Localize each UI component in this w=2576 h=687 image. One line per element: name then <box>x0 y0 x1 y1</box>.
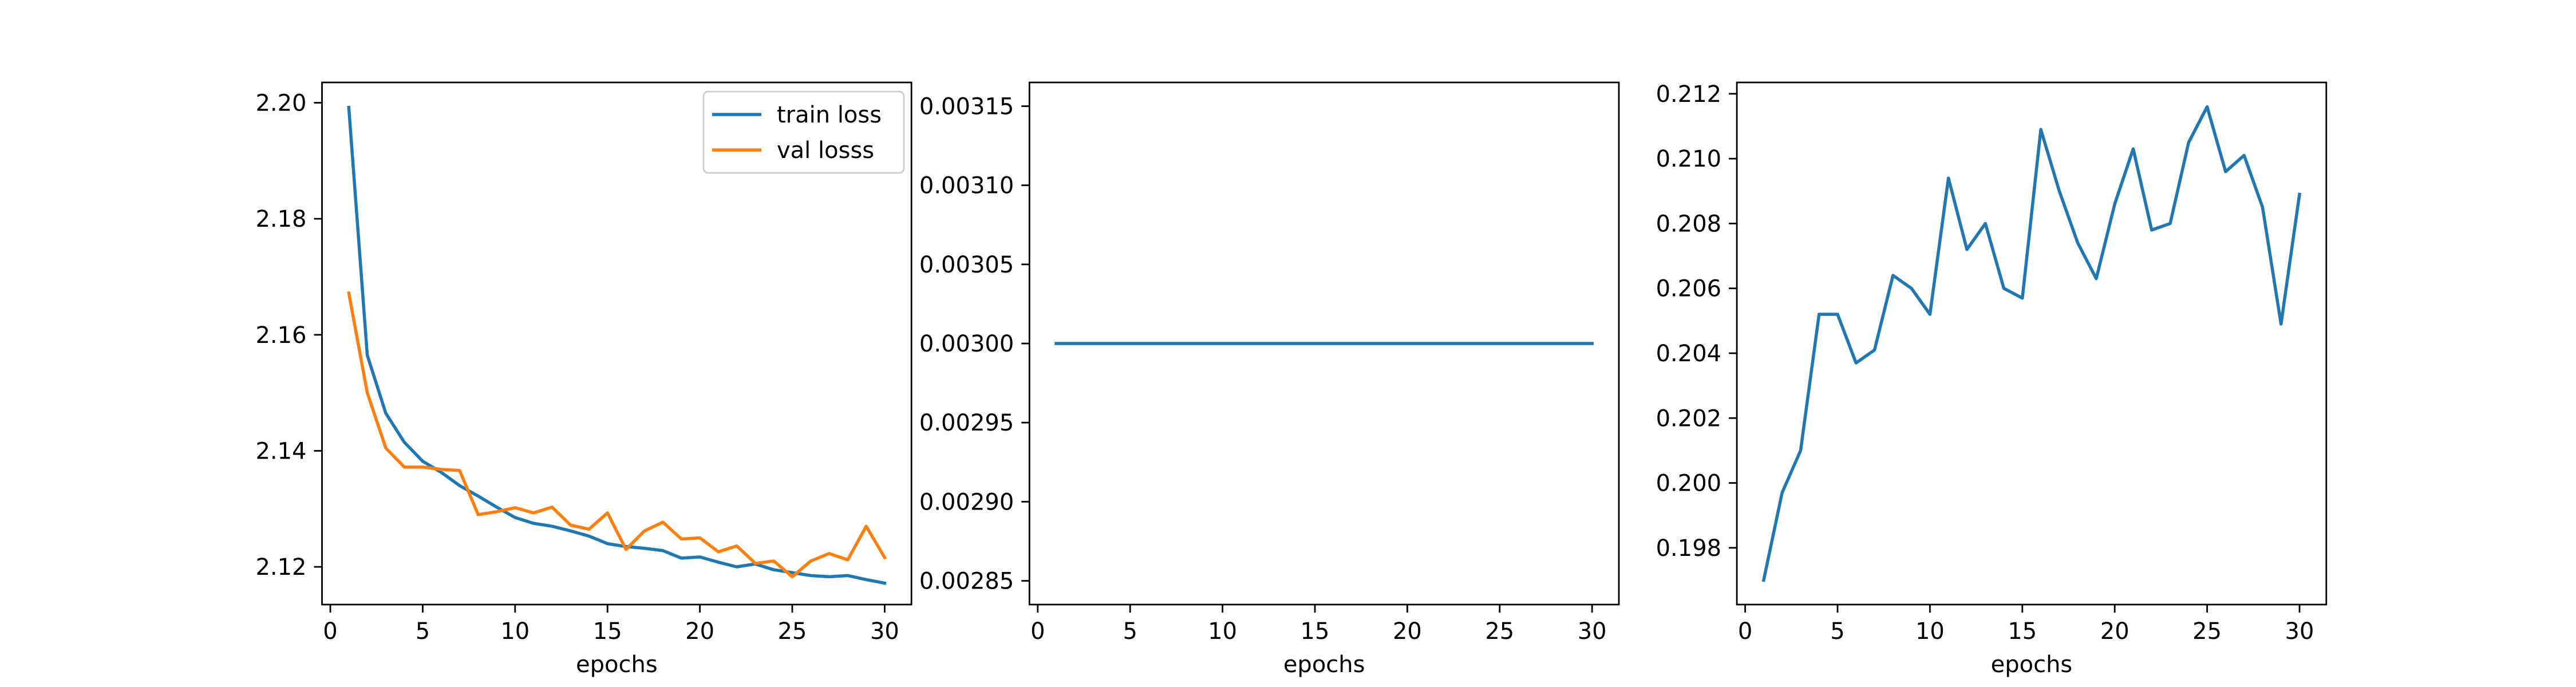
x-tick-label: 5 <box>416 618 430 645</box>
y-tick-label: 2.18 <box>255 206 306 232</box>
y-tick-label: 0.212 <box>1656 81 1722 108</box>
y-tick-label: 0.202 <box>1656 405 1722 432</box>
x-tick-label: 10 <box>500 618 530 645</box>
x-tick-label: 30 <box>1578 618 1607 645</box>
legend-label: val losss <box>777 137 874 164</box>
y-tick-label: 0.00315 <box>919 93 1014 120</box>
x-tick-label: 15 <box>1301 618 1330 645</box>
x-tick-label: 25 <box>778 618 807 645</box>
x-tick-label: 10 <box>1208 618 1237 645</box>
series-line-val-losss <box>347 291 887 579</box>
x-tick-label: 5 <box>1830 618 1844 645</box>
x-axis-label: epochs <box>576 652 658 678</box>
x-tick-label: 20 <box>1393 618 1422 645</box>
y-tick-label: 0.00290 <box>919 489 1014 515</box>
panel-3: 0 5 10 15 20 25 30 0.198 0.200 0.202 0.204 0.206 0.2… <box>1656 81 2328 678</box>
y-tick-label: 2.16 <box>255 322 306 349</box>
panel-2: 0 5 10 15 20 25 30 0.00285 0.00290 0.00295 0.00300… <box>919 81 1620 678</box>
x-tick-label: 0 <box>1030 618 1045 645</box>
x-tick-label: 15 <box>2008 618 2037 645</box>
legend-label: train loss <box>777 102 882 128</box>
y-tick-label: 0.200 <box>1656 471 1722 497</box>
x-tick-label: 0 <box>323 618 337 645</box>
x-tick-label: 25 <box>2192 618 2222 645</box>
series-line-train-loss <box>347 105 887 585</box>
legend-box <box>702 90 905 174</box>
panel-1: 0 5 10 15 20 25 30 2.12 2.14 2.16 2.18 2.20 epochs tr… <box>255 81 912 678</box>
y-tick-label: 0.198 <box>1656 535 1722 562</box>
y-tick-label: 0.00295 <box>919 410 1014 436</box>
y-tick-label: 2.14 <box>255 438 306 464</box>
x-tick-label: 0 <box>1738 618 1752 645</box>
x-axis-label: epochs <box>1283 652 1365 678</box>
x-tick-label: 30 <box>870 618 899 645</box>
x-axis-label: epochs <box>1991 652 2073 678</box>
y-tick-label: 0.204 <box>1656 341 1722 367</box>
x-tick-label: 30 <box>2285 618 2314 645</box>
y-tick-label: 0.00285 <box>919 568 1014 595</box>
x-tick-label: 5 <box>1123 618 1137 645</box>
y-tick-label: 0.00305 <box>919 252 1014 278</box>
y-tick-label: 2.12 <box>255 554 306 581</box>
x-tick-label: 20 <box>685 618 714 645</box>
y-tick-label: 0.00300 <box>919 331 1014 357</box>
y-tick-label: 0.00310 <box>919 173 1014 199</box>
x-tick-label: 10 <box>1915 618 1945 645</box>
y-tick-label: 0.206 <box>1656 276 1722 302</box>
axes-frame <box>321 81 912 606</box>
axes-frame <box>1736 81 2328 606</box>
y-tick-label: 0.210 <box>1656 146 1722 172</box>
y-tick-label: 2.20 <box>255 90 306 116</box>
series-line-1 <box>1761 105 2302 582</box>
x-tick-label: 15 <box>593 618 622 645</box>
x-tick-label: 25 <box>1485 618 1514 645</box>
legend: train loss val losss <box>702 90 905 174</box>
y-tick-label: 0.208 <box>1656 211 1722 237</box>
x-tick-label: 20 <box>2100 618 2129 645</box>
